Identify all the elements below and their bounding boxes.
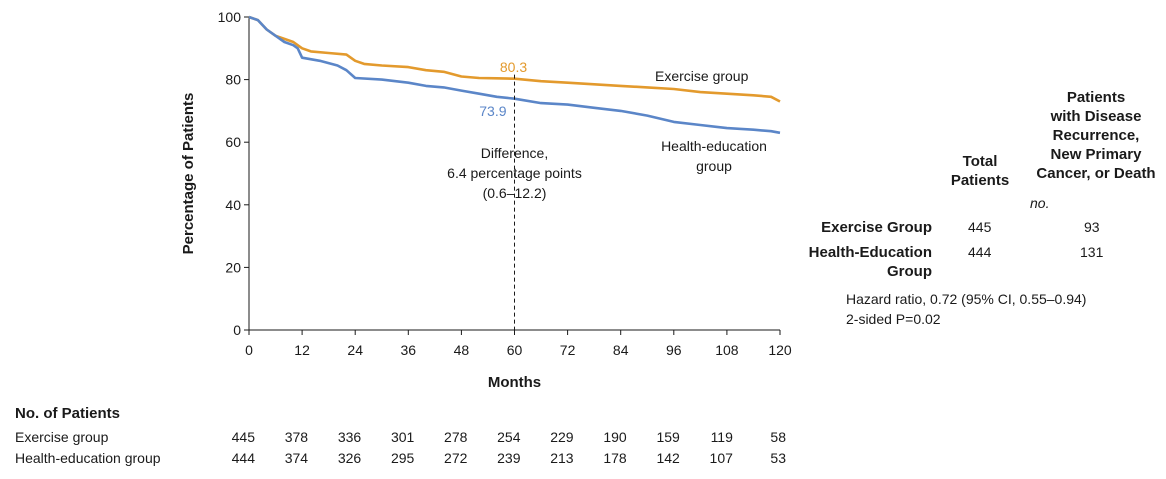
exercise-series-label: Exercise group (655, 68, 749, 84)
risk-value: 53 (770, 450, 786, 466)
health-education-line (248, 15, 781, 135)
row-label-health: Health-Education Group (760, 243, 932, 281)
x-tick-label: 0 (245, 342, 253, 358)
risk-value: 378 (284, 429, 309, 445)
col-events-header: Patients with Disease Recurrence, New Pr… (1025, 88, 1166, 183)
x-tick-label: 12 (294, 342, 310, 358)
risk-row-label-exercise: Exercise group (15, 429, 109, 445)
risk-table-title: No. of Patients (15, 405, 121, 422)
p-value: 2-sided P=0.02 (846, 311, 941, 327)
health-series-label: Health-education (661, 138, 767, 154)
y-axis-title: Percentage of Patients (180, 93, 197, 255)
health-events: 131 (1080, 244, 1104, 260)
y-tick-label: 100 (218, 9, 242, 25)
risk-value: 119 (710, 429, 733, 445)
x-tick-label: 72 (560, 342, 576, 358)
x-tick-label: 120 (768, 342, 792, 358)
unit-label: no. (1030, 195, 1050, 211)
risk-value: 190 (603, 429, 627, 445)
risk-value: 58 (770, 429, 786, 445)
y-tick-label: 60 (225, 134, 241, 150)
x-tick-label: 24 (347, 342, 363, 358)
x-tick-label: 48 (454, 342, 470, 358)
difference-label: Difference, (481, 145, 548, 161)
risk-row-label-health: Health-education group (15, 450, 161, 466)
risk-value: 142 (656, 450, 680, 466)
chart-annotations: 80.3 73.9 Difference, 6.4 percentage points… (447, 59, 767, 330)
y-tick-label: 0 (233, 322, 241, 338)
risk-value: 254 (497, 429, 521, 445)
risk-value: 374 (284, 450, 309, 466)
risk-value: 107 (709, 450, 733, 466)
x-tick-label: 96 (666, 342, 682, 358)
row-label-line: Exercise Group (821, 219, 932, 236)
risk-value: 445 (231, 429, 255, 445)
exercise-line (248, 15, 781, 103)
col-events-line: with Disease (1050, 108, 1142, 125)
exercise-total: 445 (968, 219, 992, 235)
risk-value: 213 (550, 450, 574, 466)
difference-label: (0.6–12.2) (483, 185, 547, 201)
row-label-line: Group (887, 263, 932, 280)
risk-value: 229 (550, 429, 574, 445)
risk-value: 278 (444, 429, 468, 445)
exercise-events: 93 (1084, 219, 1100, 235)
risk-value: 295 (390, 450, 415, 466)
difference-label: 6.4 percentage points (447, 165, 582, 181)
x-tick-label: 60 (507, 342, 523, 358)
x-tick-label: 84 (613, 342, 629, 358)
risk-value: 336 (337, 429, 362, 445)
y-tick-label: 20 (225, 259, 241, 275)
risk-value: 178 (603, 450, 627, 466)
chart-series (248, 15, 781, 135)
row-label-line: Health-Education (808, 244, 932, 261)
exercise-value-label: 80.3 (500, 59, 527, 75)
risk-value: 239 (497, 450, 521, 466)
health-series-label: group (696, 158, 732, 174)
risk-value: 159 (656, 429, 680, 445)
x-tick-label: 108 (715, 342, 739, 358)
x-axis-title: Months (488, 374, 541, 391)
col-total-line: Patients (950, 172, 1010, 189)
risk-value: 326 (337, 450, 362, 466)
col-events-line: New Primary (1050, 146, 1142, 163)
y-tick-label: 40 (225, 197, 241, 213)
col-total-line: Total (962, 153, 998, 170)
health-value-label: 73.9 (479, 103, 506, 119)
col-total-header: Total Patients (943, 152, 1017, 190)
health-total: 444 (968, 244, 992, 260)
row-label-exercise: Exercise Group (760, 218, 932, 237)
risk-value: 272 (444, 450, 468, 466)
col-events-line: Cancer, or Death (1036, 165, 1156, 182)
col-events-line: Patients (1066, 89, 1126, 106)
col-events-line: Recurrence, (1052, 127, 1140, 144)
x-tick-label: 36 (401, 342, 417, 358)
risk-value: 301 (390, 429, 415, 445)
risk-value: 444 (231, 450, 255, 466)
hazard-ratio: Hazard ratio, 0.72 (95% CI, 0.55–0.94) (846, 291, 1087, 307)
chart-axes: 0 20 40 60 80 100 0 12 24 36 48 60 72 84 96 108 120 Month… (180, 9, 792, 391)
y-tick-label: 80 (225, 72, 241, 88)
